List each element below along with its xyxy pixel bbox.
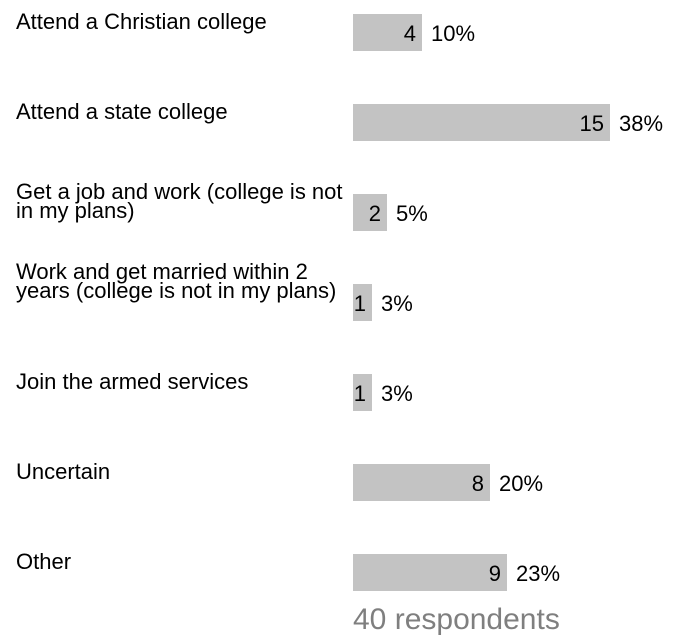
category-label: Attend a Christian college [16, 9, 267, 34]
percent-label: 3% [381, 291, 413, 316]
bar: 1 [353, 284, 372, 321]
bar: 4 [353, 14, 422, 51]
category-label: Get a job and work (college is not in my… [16, 179, 343, 223]
chart-row: Work and get married within 2 years (col… [0, 261, 681, 372]
bar-value-label: 1 [353, 381, 366, 406]
chart-row: Other 9 23% [0, 549, 681, 642]
bar: 15 [353, 104, 610, 141]
chart-row: Attend a state college 15 38% [0, 99, 681, 192]
percent-label: 38% [619, 111, 664, 136]
percent-label: 10% [431, 21, 476, 46]
bar-value-label: 8 [471, 471, 484, 496]
percent-label: 20% [499, 471, 544, 496]
chart-row: Attend a Christian college 4 10% [0, 9, 681, 102]
percent-label: 3% [381, 381, 413, 406]
respondent-count: 40 respondents [353, 603, 560, 636]
bar: 9 [353, 554, 507, 591]
bar: 2 [353, 194, 387, 231]
bar-value-label: 1 [353, 291, 366, 316]
category-label: Join the armed services [16, 369, 249, 394]
category-label: Work and get married within 2 years (col… [16, 259, 337, 303]
bar-value-label: 2 [368, 201, 381, 226]
percent-label: 23% [516, 561, 561, 586]
chart-row: Uncertain 8 20% [0, 459, 681, 552]
bar: 8 [353, 464, 490, 501]
bar: 1 [353, 374, 372, 411]
chart-row: Join the armed services 1 3% [0, 369, 681, 462]
bar-value-label: 15 [579, 111, 604, 136]
bar-value-label: 4 [403, 21, 416, 46]
category-label: Uncertain [16, 459, 111, 484]
category-label: Attend a state college [16, 99, 228, 124]
chart-row: Get a job and work (college is not in my… [0, 181, 681, 282]
percent-label: 5% [396, 201, 428, 226]
bar-value-label: 9 [488, 561, 501, 586]
category-label: Other [16, 549, 72, 574]
